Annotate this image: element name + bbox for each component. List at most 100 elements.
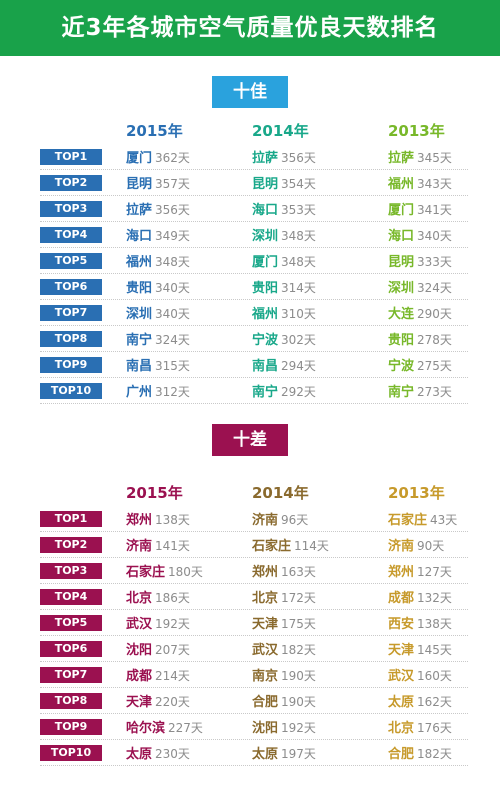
good-days-count: 127天 <box>417 565 452 579</box>
city-name: 哈尔滨 <box>126 721 166 736</box>
city-name: 北京 <box>252 591 279 606</box>
table-row: TOP6 沈阳 207天 武汉 182天 天津 145天 <box>40 636 468 662</box>
city-name: 贵阳 <box>252 281 279 296</box>
good-days-count: 197天 <box>281 747 316 761</box>
good-days-count: 324天 <box>417 281 452 295</box>
city-name: 合肥 <box>252 695 279 710</box>
table-row: TOP8 天津 220天 合肥 190天 太原 162天 <box>40 688 468 714</box>
good-days-count: 278天 <box>417 333 452 347</box>
rank-badge: TOP9 <box>40 357 102 373</box>
rank-badge: TOP7 <box>40 305 102 321</box>
good-days-count: 314天 <box>281 281 316 295</box>
table-row: TOP2 昆明 357天 昆明 354天 福州 343天 <box>40 170 468 196</box>
good-days-count: 343天 <box>417 177 452 191</box>
good-days-count: 310天 <box>281 307 316 321</box>
ranking-cell: 南昌 294天 <box>252 352 316 378</box>
good-days-count: 345天 <box>417 151 452 165</box>
ranking-cell: 郑州 138天 <box>126 506 190 532</box>
good-days-count: 138天 <box>155 513 190 527</box>
good-days-count: 207天 <box>155 643 190 657</box>
city-name: 石家庄 <box>388 513 428 528</box>
ranking-cell: 沈阳 207天 <box>126 636 190 662</box>
good-days-count: 90天 <box>417 539 445 553</box>
ranking-cell: 南宁 273天 <box>388 378 452 404</box>
worst-year-2013: 2013年 <box>388 484 445 502</box>
ranking-cell: 贵阳 340天 <box>126 274 190 300</box>
ranking-cell: 拉萨 345天 <box>388 144 452 170</box>
ranking-cell: 贵阳 314天 <box>252 274 316 300</box>
ranking-cell: 南宁 292天 <box>252 378 316 404</box>
city-name: 昆明 <box>388 255 415 270</box>
good-days-count: 220天 <box>155 695 190 709</box>
city-name: 昆明 <box>252 177 279 192</box>
good-days-count: 141天 <box>155 539 190 553</box>
best-year-2013: 2013年 <box>388 122 445 140</box>
good-days-count: 302天 <box>281 333 316 347</box>
table-row: TOP8 南宁 324天 宁波 302天 贵阳 278天 <box>40 326 468 352</box>
good-days-count: 182天 <box>417 747 452 761</box>
city-name: 大连 <box>388 307 415 322</box>
ranking-cell: 深圳 324天 <box>388 274 452 300</box>
good-days-count: 192天 <box>281 721 316 735</box>
ranking-cell: 深圳 340天 <box>126 300 190 326</box>
city-name: 郑州 <box>126 513 153 528</box>
good-days-count: 160天 <box>417 669 452 683</box>
city-name: 南昌 <box>252 359 279 374</box>
good-days-count: 175天 <box>281 617 316 631</box>
rank-badge: TOP8 <box>40 331 102 347</box>
city-name: 武汉 <box>252 643 279 658</box>
city-name: 北京 <box>126 591 153 606</box>
rank-badge: TOP2 <box>40 175 102 191</box>
city-name: 拉萨 <box>388 151 415 166</box>
city-name: 石家庄 <box>126 565 166 580</box>
ranking-cell: 昆明 333天 <box>388 248 452 274</box>
ranking-cell: 郑州 163天 <box>252 558 316 584</box>
good-days-count: 43天 <box>430 513 458 527</box>
ranking-cell: 济南 141天 <box>126 532 190 558</box>
ranking-cell: 成都 132天 <box>388 584 452 610</box>
good-days-count: 312天 <box>155 385 190 399</box>
good-days-count: 292天 <box>281 385 316 399</box>
good-days-count: 138天 <box>417 617 452 631</box>
table-row: TOP4 海口 349天 深圳 348天 海口 340天 <box>40 222 468 248</box>
worst-ranking-table: TOP1 郑州 138天 济南 96天 石家庄 43天 TOP2 济南 141天 石家庄 114天 济南… <box>40 506 468 766</box>
ranking-cell: 成都 214天 <box>126 662 190 688</box>
city-name: 福州 <box>388 177 415 192</box>
ranking-cell: 天津 175天 <box>252 610 316 636</box>
city-name: 海口 <box>252 203 279 218</box>
ranking-cell: 武汉 192天 <box>126 610 190 636</box>
ranking-cell: 济南 90天 <box>388 532 444 558</box>
table-row: TOP1 厦门 362天 拉萨 356天 拉萨 345天 <box>40 144 468 170</box>
ranking-cell: 贵阳 278天 <box>388 326 452 352</box>
good-days-count: 227天 <box>168 721 203 735</box>
good-days-count: 273天 <box>417 385 452 399</box>
ranking-cell: 福州 310天 <box>252 300 316 326</box>
city-name: 南宁 <box>388 385 415 400</box>
good-days-count: 333天 <box>417 255 452 269</box>
city-name: 武汉 <box>388 669 415 684</box>
good-days-count: 340天 <box>155 281 190 295</box>
table-row: TOP9 哈尔滨 227天 沈阳 192天 北京 176天 <box>40 714 468 740</box>
table-row: TOP5 福州 348天 厦门 348天 昆明 333天 <box>40 248 468 274</box>
rank-badge: TOP8 <box>40 693 102 709</box>
city-name: 贵阳 <box>126 281 153 296</box>
ranking-cell: 南京 190天 <box>252 662 316 688</box>
good-days-count: 114天 <box>294 539 329 553</box>
table-row: TOP10 广州 312天 南宁 292天 南宁 273天 <box>40 378 468 404</box>
ranking-cell: 厦门 348天 <box>252 248 316 274</box>
good-days-count: 353天 <box>281 203 316 217</box>
rank-badge: TOP5 <box>40 253 102 269</box>
city-name: 南宁 <box>252 385 279 400</box>
city-name: 成都 <box>388 591 415 606</box>
ranking-cell: 厦门 341天 <box>388 196 452 222</box>
table-row: TOP3 拉萨 356天 海口 353天 厦门 341天 <box>40 196 468 222</box>
ranking-cell: 济南 96天 <box>252 506 308 532</box>
page-title: 近3年各城市空气质量优良天数排名 <box>0 0 500 56</box>
ranking-cell: 太原 230天 <box>126 740 190 766</box>
ranking-cell: 深圳 348天 <box>252 222 316 248</box>
city-name: 深圳 <box>252 229 279 244</box>
city-name: 拉萨 <box>126 203 153 218</box>
ranking-cell: 哈尔滨 227天 <box>126 714 203 740</box>
city-name: 北京 <box>388 721 415 736</box>
rank-badge: TOP3 <box>40 201 102 217</box>
